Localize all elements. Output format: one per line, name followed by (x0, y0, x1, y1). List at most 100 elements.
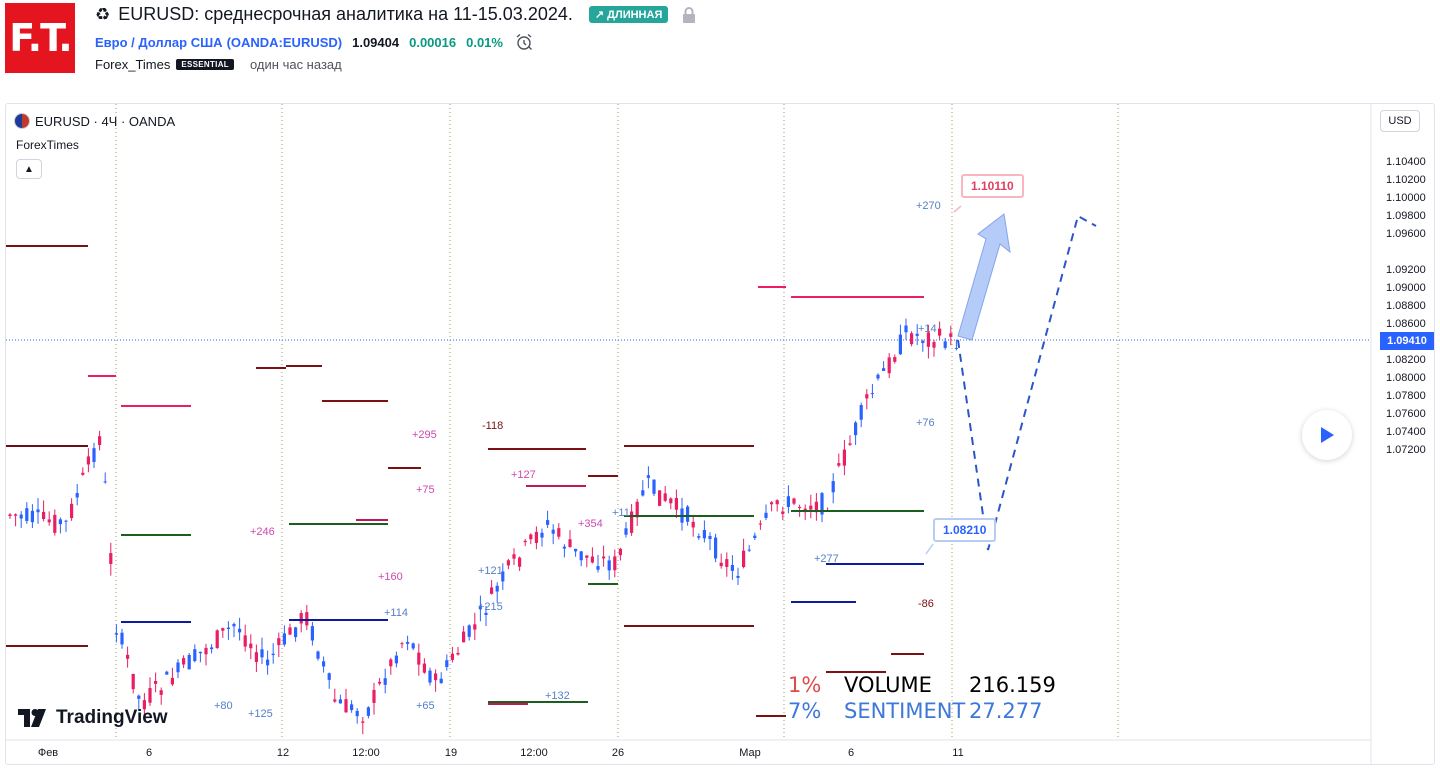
collapse-legend-button[interactable]: ▲ (16, 159, 42, 179)
candle-body (574, 548, 578, 552)
candle-body (238, 628, 242, 633)
time-tick-label: Фев (38, 747, 58, 759)
level-annotation: -86 (918, 598, 934, 610)
candle-body (831, 481, 835, 493)
candle-body (58, 519, 62, 525)
candle-body (932, 342, 936, 348)
author-link[interactable]: Forex_Times (95, 57, 171, 72)
sentiment-row: 7% SENTIMENT 27.277 (788, 698, 1056, 724)
price-tick-label: 1.09000 (1386, 282, 1426, 294)
indicator-name: ForexTimes (16, 138, 79, 152)
candle-body (848, 443, 852, 445)
candle-body (865, 394, 869, 399)
symbol-change: 0.00016 (409, 34, 457, 50)
candle-body (904, 325, 908, 333)
candle-body (921, 340, 925, 344)
time-tick-label: 6 (146, 747, 152, 759)
sentiment-value: 27.277 (969, 699, 1043, 723)
candle-body (30, 510, 34, 523)
candle-body (232, 623, 236, 627)
time-tick-label: 6 (848, 747, 854, 759)
candle-body (663, 493, 667, 501)
candle-body (562, 546, 566, 549)
candle-body (47, 519, 51, 523)
candle-body (607, 560, 611, 571)
chart-legend-text: EURUSD · 4Ч · OANDA (35, 113, 176, 129)
candle-body (590, 556, 594, 563)
candle-body (725, 559, 729, 567)
candle-body (445, 660, 449, 667)
candle-body (439, 678, 443, 684)
symbol-code-link[interactable]: (OANDA:EURUSD) (226, 34, 343, 50)
candle-body (322, 661, 326, 667)
candle-body (406, 642, 410, 644)
time-tick-label: 12:00 (520, 747, 548, 759)
level-annotation: +125 (248, 708, 273, 720)
currency-button[interactable]: USD (1380, 110, 1420, 132)
candle-body (529, 534, 533, 540)
forex-times-logo[interactable]: F.T. (5, 3, 75, 73)
candle-body (775, 500, 779, 505)
lock-icon (683, 6, 696, 23)
volume-value: 216.159 (969, 673, 1056, 697)
candle-body (338, 699, 342, 704)
price-tick-label: 1.10400 (1386, 156, 1426, 168)
candle-body (92, 448, 96, 463)
candle-body (602, 556, 606, 559)
candle-body (624, 528, 628, 535)
time-tick-label: 11 (952, 747, 963, 759)
sentiment-pct: 7% (788, 699, 822, 723)
candle-body (394, 655, 398, 664)
last-price-tag: 1.09410 (1380, 332, 1434, 350)
symbol-name-link[interactable]: Евро / Доллар США (95, 34, 223, 50)
candle-body (8, 514, 12, 517)
candle-body (243, 635, 247, 647)
play-icon (1321, 427, 1334, 443)
candle-body (75, 493, 79, 498)
chart-legend: EURUSD · 4Ч · OANDA (14, 113, 175, 129)
candle-body (70, 503, 74, 519)
time-tick-label: 12:00 (352, 747, 380, 759)
long-badge: ↗ ДЛИННАЯ (588, 6, 669, 23)
candle-body (260, 649, 264, 658)
candle-body (753, 535, 757, 539)
candle-body (534, 531, 538, 543)
level-annotation: +65 (416, 700, 435, 712)
level-annotation: +270 (916, 200, 941, 212)
time-tick-label: Мар (739, 747, 761, 759)
candle-body (176, 662, 180, 673)
alarm-icon[interactable] (515, 33, 533, 51)
candle-body (36, 509, 40, 513)
sentiment-label: SENTIMENT (844, 699, 966, 723)
candle-body (400, 643, 404, 645)
candle-body (254, 652, 258, 662)
candle-body (490, 587, 494, 594)
candle-body (434, 673, 438, 681)
candle-body (126, 654, 130, 659)
candle-body (282, 633, 286, 645)
candle-body (305, 612, 309, 626)
candle-body (954, 347, 958, 349)
chart-frame[interactable]: 1.10400 1.10200 1.10000 1.09800 1.09600 1.092… (5, 103, 1435, 765)
price-chart[interactable]: 1.10400 1.10200 1.10000 1.09800 1.09600 1.092… (6, 104, 1435, 765)
tradingview-logo[interactable]: TradingView (18, 707, 168, 729)
level-annotation: +80 (214, 700, 233, 712)
volume-label: VOLUME (844, 673, 932, 697)
level-annotation: +132 (545, 690, 570, 702)
target-low-pointer (925, 543, 934, 555)
level-annotation: +11 (612, 507, 630, 519)
level-annotation: +127 (511, 469, 536, 481)
candle-body (579, 551, 583, 561)
candle-body (842, 449, 846, 466)
candle-body (378, 681, 382, 684)
level-annotation: +75 (416, 484, 435, 496)
target-high-pointer (953, 205, 962, 213)
candle-body (148, 688, 152, 703)
play-button[interactable] (1302, 410, 1352, 460)
price-tick-label: 1.08200 (1386, 354, 1426, 366)
candle-body (870, 393, 874, 395)
candle-body (462, 631, 466, 643)
candle-body (294, 627, 298, 638)
candle-body (383, 678, 387, 685)
candle-body (103, 481, 107, 483)
